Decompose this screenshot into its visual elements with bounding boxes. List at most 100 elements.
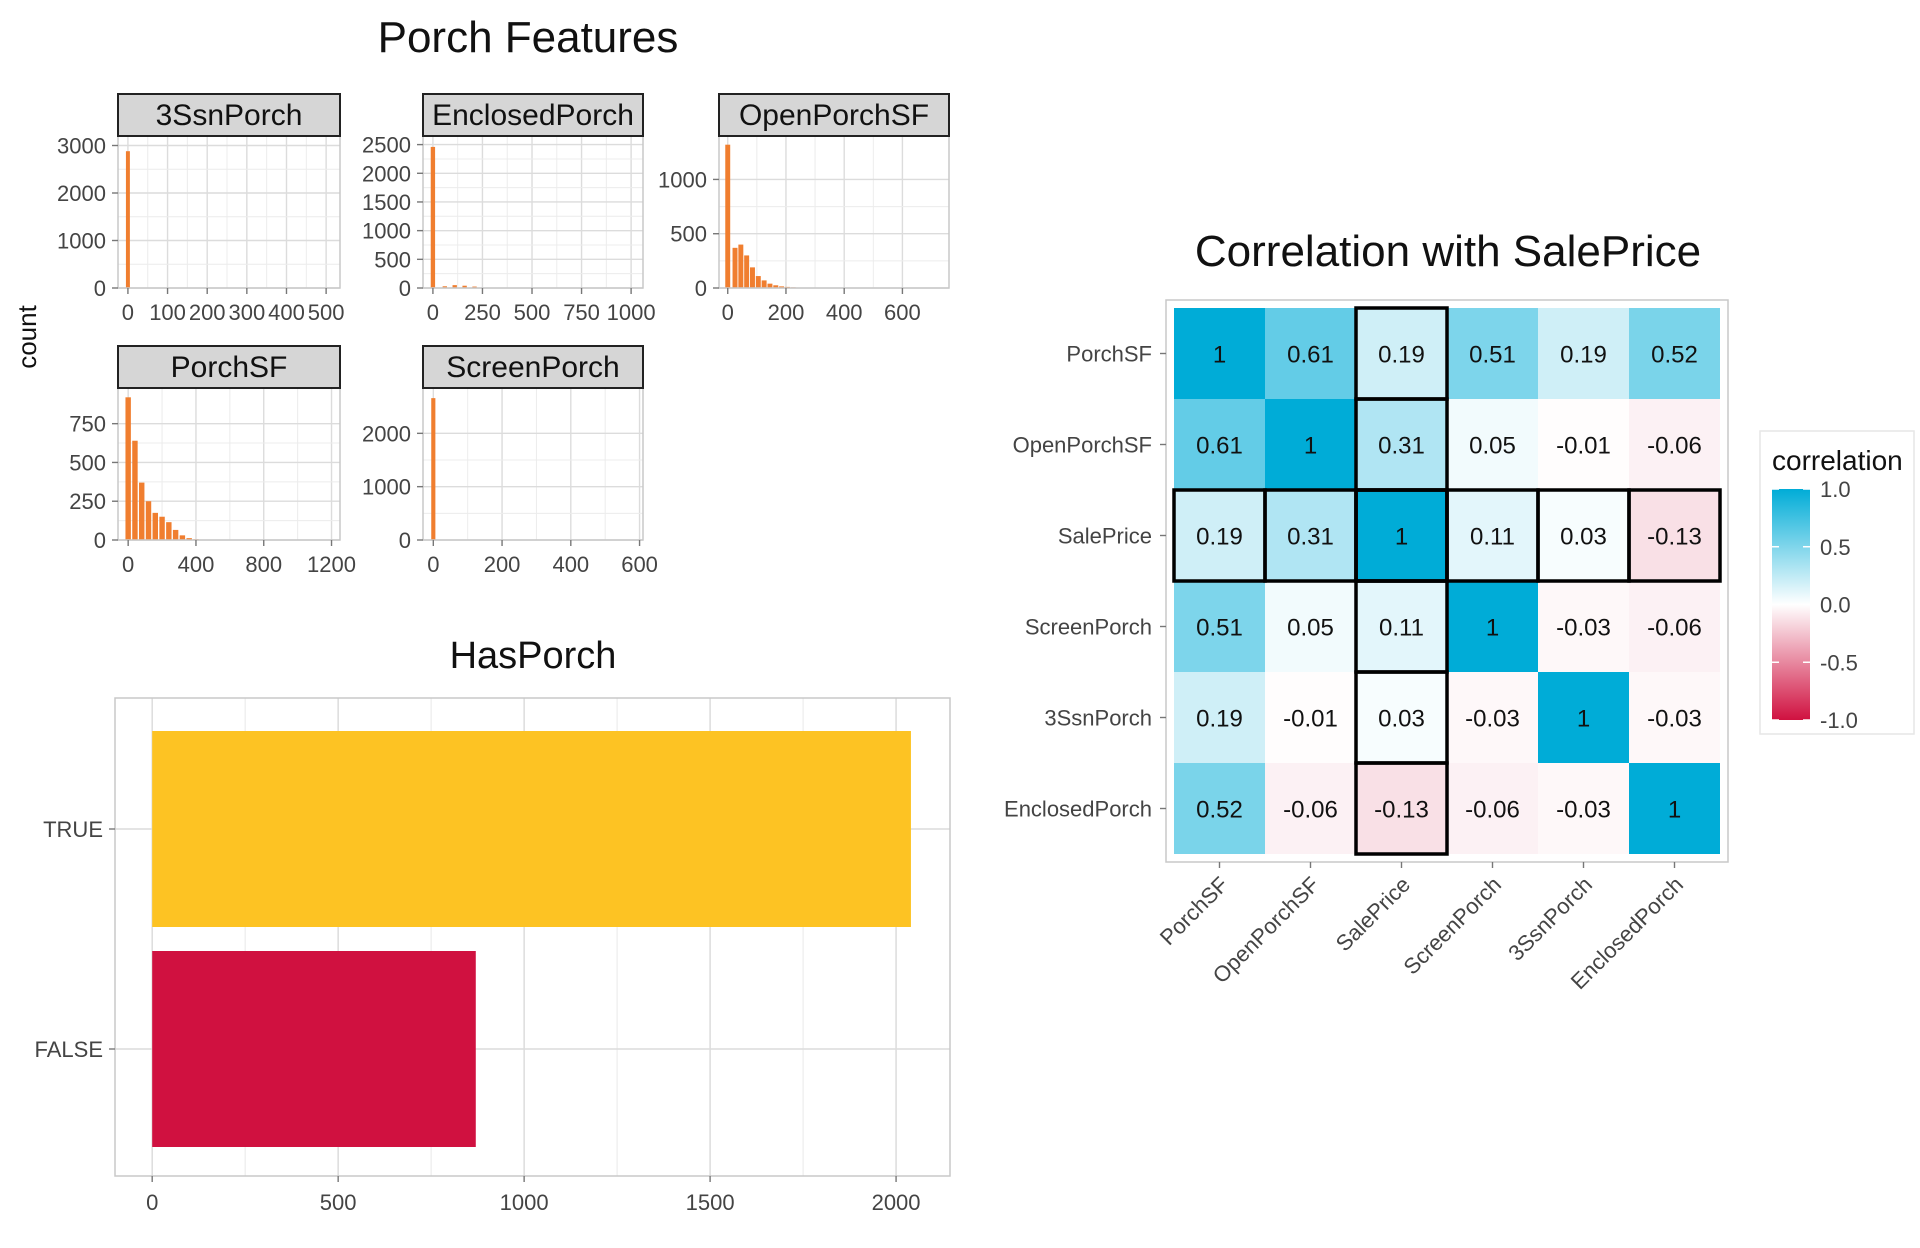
heatmap-cell bbox=[1629, 490, 1720, 581]
category-label: TRUE bbox=[43, 817, 103, 842]
heatmap-cell bbox=[1265, 581, 1356, 672]
histogram-bar bbox=[159, 516, 165, 540]
histogram-bar bbox=[738, 244, 744, 288]
cell-value-label: -0.06 bbox=[1465, 797, 1520, 824]
facet-strip-label: OpenPorchSF bbox=[739, 99, 929, 132]
heatmap-cell bbox=[1629, 672, 1720, 763]
facet-panel-porchsf: PorchSF 0 400 800 1200 0 250 500 750 bbox=[69, 345, 356, 577]
cell-value-label: -0.13 bbox=[1647, 524, 1702, 551]
cell-value-label: 0.61 bbox=[1287, 342, 1334, 369]
histogram-bar bbox=[773, 285, 779, 288]
y-tick-label: 2500 bbox=[362, 133, 411, 158]
figure-title: Porch Features bbox=[378, 13, 679, 62]
facet-strip bbox=[117, 345, 341, 389]
x-tick-label: 750 bbox=[563, 300, 600, 325]
x-tick-label: 500 bbox=[514, 300, 551, 325]
y-tick-label: 1000 bbox=[57, 229, 106, 254]
cell-value-label: 0.19 bbox=[1560, 342, 1607, 369]
y-axis-label: count bbox=[12, 304, 42, 368]
legend-tick-label: -1.0 bbox=[1820, 708, 1858, 733]
histogram-bar bbox=[166, 522, 172, 540]
x-tick-label: 1500 bbox=[686, 1190, 735, 1215]
bar-false bbox=[152, 951, 476, 1147]
cell-value-label: -0.03 bbox=[1465, 706, 1520, 733]
panel-border bbox=[114, 697, 951, 1177]
heatmap-cell bbox=[1356, 581, 1447, 672]
legend-tick-label: 0.5 bbox=[1820, 535, 1851, 560]
y-tick-label: 1000 bbox=[658, 167, 707, 192]
column-label: PorchSF bbox=[1155, 872, 1233, 950]
cell-value-label: 1 bbox=[1486, 615, 1499, 642]
row-label: ScreenPorch bbox=[1025, 615, 1152, 640]
cell-value-label: 0.05 bbox=[1287, 615, 1334, 642]
heatmap-cell bbox=[1174, 399, 1265, 490]
histogram-bar bbox=[179, 535, 186, 540]
facet-strip bbox=[422, 93, 644, 137]
heatmap-cell bbox=[1174, 308, 1265, 399]
cell-value-label: -0.06 bbox=[1647, 433, 1702, 460]
cell-value-label: 0.03 bbox=[1378, 706, 1425, 733]
panel-background bbox=[118, 388, 340, 540]
y-tick-label: 2000 bbox=[362, 161, 411, 186]
y-tick-label: 0 bbox=[94, 276, 106, 301]
heatmap-cell bbox=[1447, 308, 1538, 399]
x-tick-label: 0 bbox=[122, 552, 134, 577]
histogram-bar bbox=[145, 501, 152, 540]
facet-strip bbox=[117, 93, 341, 137]
x-tick-label: 400 bbox=[178, 552, 215, 577]
cell-value-label: 0.51 bbox=[1469, 342, 1516, 369]
facet-strip-label: EnclosedPorch bbox=[432, 99, 634, 132]
legend-title: correlation bbox=[1772, 445, 1903, 476]
x-tick-label: 400 bbox=[826, 300, 863, 325]
facet-panel-enclosedporch: EnclosedPorch 0 250 500 750 1000 0 500 1000 1500 2… bbox=[362, 93, 656, 325]
column-label: 3SsnPorch bbox=[1503, 872, 1597, 966]
heatmap-cell bbox=[1356, 308, 1447, 399]
x-tick-label: 500 bbox=[308, 300, 345, 325]
heatmap-cell bbox=[1174, 763, 1265, 854]
facet-strip bbox=[718, 93, 950, 137]
heatmap-cell bbox=[1538, 581, 1629, 672]
x-tick-label: 250 bbox=[464, 300, 501, 325]
cell-value-label: 0.31 bbox=[1378, 433, 1425, 460]
histogram-bar bbox=[755, 276, 761, 288]
y-tick-label: 0 bbox=[94, 528, 106, 553]
x-tick-label: 100 bbox=[149, 300, 186, 325]
heatmap-cell bbox=[1356, 672, 1447, 763]
histogram-bar bbox=[761, 280, 767, 288]
highlight-cell-outline bbox=[1354, 761, 1449, 856]
histogram-bar bbox=[779, 286, 785, 288]
histogram-bar bbox=[152, 512, 158, 540]
cell-value-label: -0.01 bbox=[1556, 433, 1611, 460]
row-label: PorchSF bbox=[1066, 342, 1152, 367]
heatmap-cell bbox=[1629, 308, 1720, 399]
y-tick-label: 1000 bbox=[362, 219, 411, 244]
histogram-bar bbox=[430, 146, 436, 288]
histogram-bar bbox=[767, 283, 773, 288]
histogram-bar bbox=[452, 285, 457, 288]
cell-value-label: -0.03 bbox=[1647, 706, 1702, 733]
row-label: 3SsnPorch bbox=[1044, 706, 1152, 731]
cell-value-label: 1 bbox=[1395, 524, 1408, 551]
x-tick-label: 1000 bbox=[607, 300, 656, 325]
x-tick-label: 400 bbox=[268, 300, 305, 325]
x-tick-label: 0 bbox=[427, 300, 439, 325]
hasporch-bar-chart: HasPorch TRUE FALSE 0 500 1000 1500 2000 bbox=[35, 635, 951, 1215]
cell-value-label: 0.11 bbox=[1470, 524, 1515, 551]
heatmap-cell bbox=[1265, 308, 1356, 399]
heatmap-cell bbox=[1174, 581, 1265, 672]
row-label: EnclosedPorch bbox=[1004, 797, 1152, 822]
cell-value-label: 0.19 bbox=[1378, 342, 1425, 369]
x-tick-label: 400 bbox=[552, 552, 589, 577]
x-tick-label: 1200 bbox=[307, 552, 356, 577]
cell-value-label: -0.03 bbox=[1556, 615, 1611, 642]
facet-strip-label: PorchSF bbox=[171, 351, 288, 384]
y-tick-label: 750 bbox=[69, 412, 106, 437]
y-tick-label: 1500 bbox=[362, 190, 411, 215]
column-label: SalePrice bbox=[1331, 872, 1415, 956]
cell-value-label: -0.13 bbox=[1374, 797, 1429, 824]
heatmap-cell bbox=[1629, 399, 1720, 490]
category-label: FALSE bbox=[35, 1037, 103, 1062]
